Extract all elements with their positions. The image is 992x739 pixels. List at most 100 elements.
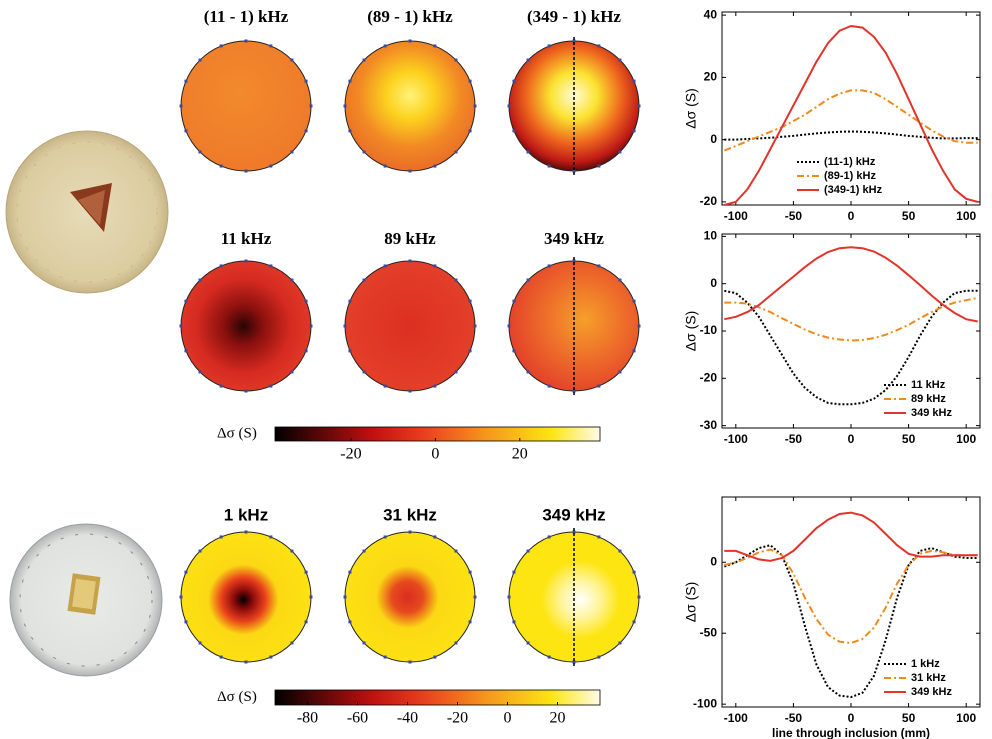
electrode [474,596,477,599]
electrode [597,44,600,47]
electrode [512,80,515,83]
x-tick-label: 0 [848,711,855,725]
electrode [454,279,457,282]
electrode [454,370,457,373]
x-tick-label: -100 [724,711,748,725]
y-tick-label: 20 [704,70,718,84]
electrode [348,80,351,83]
electrode [344,596,347,599]
electrode [199,641,202,644]
x-tick-label: 0 [848,209,855,223]
electrode [184,300,187,303]
electrode [348,129,351,132]
electrode [454,550,457,553]
electrode [597,535,600,538]
y-tick-label: -10 [700,323,718,337]
electrode [633,620,636,623]
electrode [638,596,641,599]
colorbar-tick-label: 0 [431,446,439,463]
map-title: (11 - 1) kHz [204,7,289,26]
electrode [363,279,366,282]
electrode [548,44,551,47]
colorbar-tick-label: -20 [447,710,468,727]
electrode [409,390,412,393]
photo-1 [6,131,168,293]
electrode [618,550,621,553]
electrode [508,596,511,599]
electrode [633,129,636,132]
electrode [290,550,293,553]
electrode [597,656,600,659]
x-axis-label: line through inclusion (mm) [772,726,930,739]
electrode [199,550,202,553]
electrode [305,571,308,574]
electrode [527,59,530,62]
electrode [199,370,202,373]
legend-label: 11 kHz [911,379,946,391]
map-title: 89 kHz [384,229,436,248]
electrode [245,531,248,534]
electrode [409,40,412,43]
electrode [363,641,366,644]
electrode [597,385,600,388]
electrode [184,620,187,623]
legend-label: (89-1) kHz [824,170,876,182]
electrode [220,656,223,659]
legend-label: (349-1) kHz [824,184,883,196]
photo-2 [10,524,162,676]
electrode [548,656,551,659]
y-axis-label: Δσ (S) [683,88,699,129]
electrode [527,150,530,153]
y-tick-label: -30 [700,418,718,432]
x-tick-label: -50 [785,209,803,223]
x-tick-label: 100 [956,432,976,446]
electrode [305,349,308,352]
electrode [344,105,347,108]
y-axis-label: Δσ (S) [683,311,699,352]
electrode [245,40,248,43]
panels: (11 - 1) kHz(89 - 1) kHz(349 - 1) kHz11 … [180,7,981,739]
colorbar-tick-label: 20 [550,710,566,727]
electrode [512,349,515,352]
electrode [638,325,641,328]
electrode [384,44,387,47]
x-tick-label: 100 [956,209,976,223]
electrode [220,44,223,47]
y-tick-label: 0 [710,276,717,290]
x-tick-label: -100 [724,209,748,223]
electrode [363,550,366,553]
map-title: 31 kHz [383,505,437,524]
colorbar [275,690,600,705]
electrode [508,325,511,328]
electrode [548,165,551,168]
electrode [290,641,293,644]
electrode [409,170,412,173]
legend-label: 31 kHz [911,672,946,684]
electrode [512,300,515,303]
electrode [180,325,183,328]
colorbar-label: Δσ (S) [217,689,257,705]
electrode [384,656,387,659]
electrode [363,59,366,62]
electrode [290,59,293,62]
electrode [409,260,412,263]
electrode [348,620,351,623]
y-tick-label: 40 [704,7,718,21]
electrode [269,535,272,538]
electrode [409,531,412,534]
electrode [633,300,636,303]
electrode [469,349,472,352]
electrode [180,105,183,108]
electrode [269,44,272,47]
electrode [409,661,412,664]
x-tick-label: -50 [785,711,803,725]
colorbar-tick-label: -40 [397,710,418,727]
electrode [348,349,351,352]
electrode [433,44,436,47]
electrode [184,80,187,83]
electrode [180,596,183,599]
electrode [433,385,436,388]
electrode [527,550,530,553]
figure: (11 - 1) kHz(89 - 1) kHz(349 - 1) kHz11 … [0,0,992,739]
colorbar-tick-label: -60 [347,710,368,727]
